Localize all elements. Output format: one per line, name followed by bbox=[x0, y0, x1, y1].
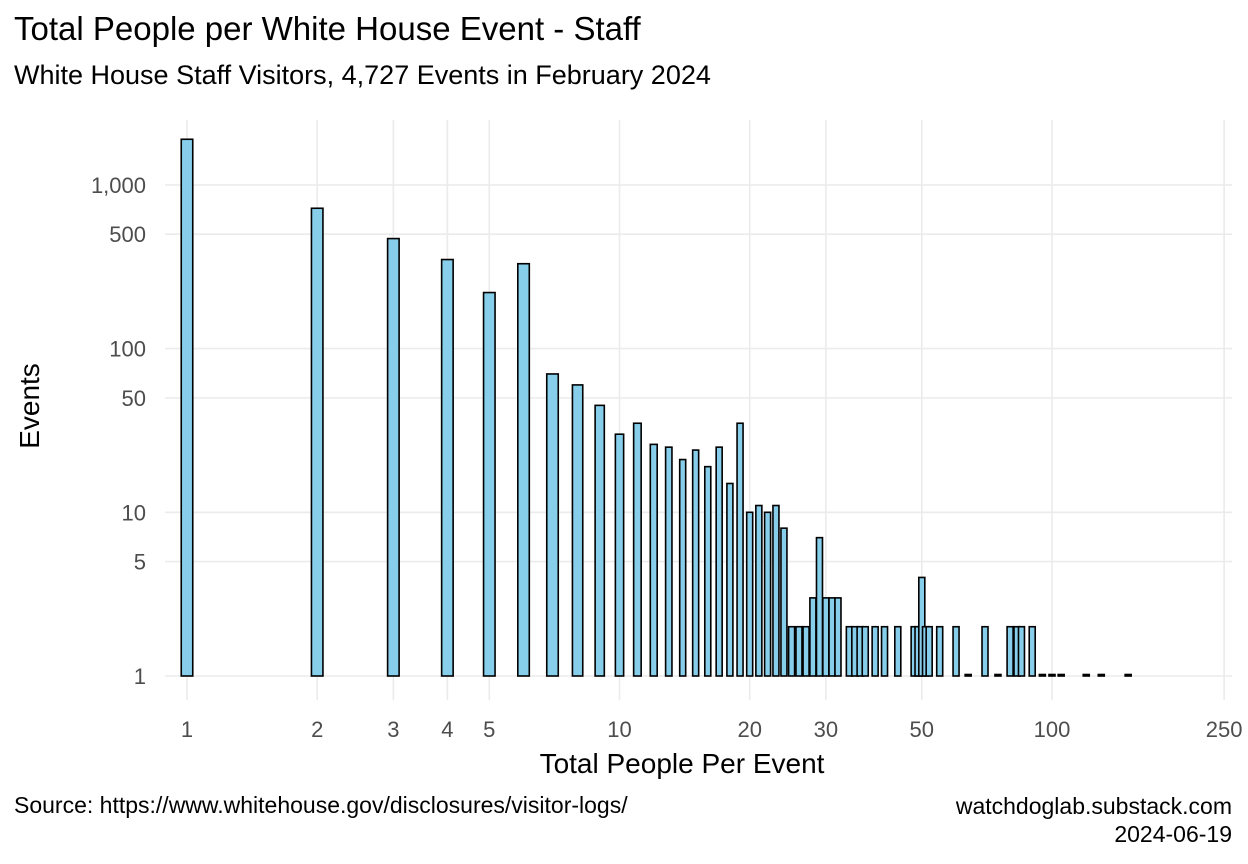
x-tick-label: 30 bbox=[814, 717, 838, 742]
bar bbox=[703, 465, 712, 677]
bar bbox=[1038, 673, 1047, 677]
x-tick-label: 50 bbox=[910, 717, 934, 742]
bar bbox=[994, 673, 1002, 677]
bar bbox=[893, 625, 902, 677]
bar bbox=[1048, 673, 1056, 677]
bar bbox=[925, 625, 933, 677]
bar bbox=[440, 258, 454, 677]
bar bbox=[861, 625, 870, 677]
bar bbox=[809, 597, 817, 677]
y-tick-label: 10 bbox=[122, 500, 146, 525]
bar bbox=[981, 625, 989, 677]
bar bbox=[1082, 673, 1091, 677]
bar bbox=[736, 422, 744, 677]
bar bbox=[871, 625, 879, 677]
y-tick-label: 500 bbox=[109, 222, 146, 247]
bar bbox=[1017, 625, 1026, 677]
bar bbox=[772, 504, 780, 677]
bar bbox=[678, 458, 687, 677]
bar bbox=[614, 433, 625, 677]
bar bbox=[664, 446, 673, 677]
source-caption: Source: https://www.whitehouse.gov/discl… bbox=[14, 792, 628, 818]
site-credit: watchdoglab.substack.com bbox=[955, 793, 1232, 819]
chart-title: Total People per White House Event - Sta… bbox=[14, 10, 641, 47]
y-axis-title: Events bbox=[14, 363, 45, 449]
bar bbox=[594, 404, 606, 677]
x-tick-label: 250 bbox=[1206, 717, 1243, 742]
y-tick-label: 100 bbox=[109, 337, 146, 362]
bar bbox=[745, 511, 754, 677]
bar bbox=[632, 422, 642, 677]
bar bbox=[1057, 673, 1065, 677]
y-tick-label: 1 bbox=[134, 664, 146, 689]
bar bbox=[952, 625, 960, 677]
bar bbox=[935, 625, 944, 677]
bar bbox=[828, 597, 836, 677]
bar bbox=[802, 625, 810, 677]
bar bbox=[780, 527, 788, 677]
y-tick-labels: 1 5 10 50 100 500 1,000 bbox=[91, 173, 146, 689]
bar bbox=[715, 446, 723, 677]
bar bbox=[691, 449, 700, 677]
y-tick-label: 50 bbox=[122, 386, 146, 411]
y-tick-label: 5 bbox=[134, 550, 146, 575]
bar bbox=[482, 291, 496, 677]
bar bbox=[1124, 673, 1132, 677]
x-tick-labels: 1 2 3 4 5 10 20 30 50 100 250 bbox=[181, 717, 1243, 742]
x-tick-label: 4 bbox=[441, 717, 453, 742]
bar bbox=[755, 504, 763, 677]
bar bbox=[517, 262, 531, 677]
x-tick-label: 2 bbox=[311, 717, 323, 742]
x-tick-label: 3 bbox=[387, 717, 399, 742]
bar bbox=[880, 625, 889, 677]
credit-caption: watchdoglab.substack.com 2024-06-19 bbox=[956, 792, 1232, 848]
bar bbox=[815, 536, 824, 677]
bars bbox=[180, 138, 1132, 677]
chart-subtitle: White House Staff Visitors, 4,727 Events… bbox=[14, 60, 711, 90]
bar bbox=[787, 625, 796, 677]
x-tick-label: 10 bbox=[607, 717, 631, 742]
y-tick-label: 1,000 bbox=[91, 173, 146, 198]
bar bbox=[386, 237, 400, 677]
x-tick-label: 20 bbox=[737, 717, 761, 742]
x-tick-label: 5 bbox=[483, 717, 495, 742]
x-tick-label: 1 bbox=[181, 717, 193, 742]
x-tick-label: 100 bbox=[1034, 717, 1071, 742]
bar bbox=[1006, 625, 1014, 677]
bar bbox=[834, 597, 842, 677]
bar bbox=[571, 384, 584, 677]
bar bbox=[726, 482, 734, 677]
bar bbox=[545, 373, 560, 677]
bar bbox=[795, 625, 803, 677]
bar bbox=[763, 511, 772, 677]
bar bbox=[1028, 625, 1037, 677]
bar bbox=[649, 443, 658, 677]
x-axis-title: Total People Per Event bbox=[540, 748, 825, 779]
credit-date: 2024-06-19 bbox=[1114, 821, 1232, 847]
bar bbox=[310, 207, 324, 677]
bar bbox=[964, 673, 972, 677]
bar bbox=[1097, 673, 1106, 677]
bar bbox=[822, 597, 830, 677]
bar bbox=[180, 138, 194, 677]
